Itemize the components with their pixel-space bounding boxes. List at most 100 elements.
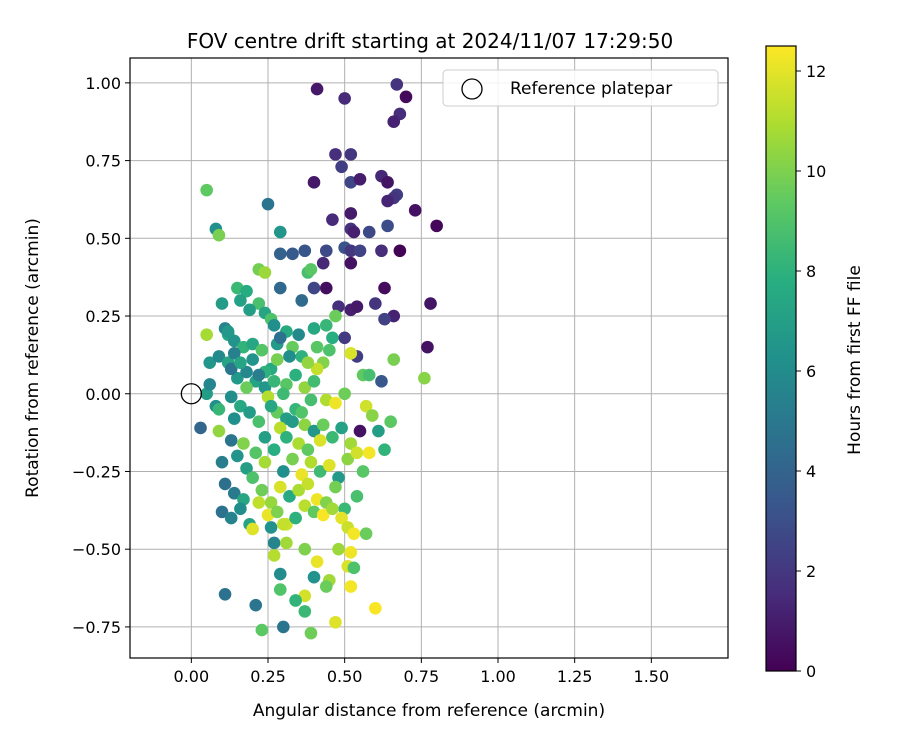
data-point <box>221 325 235 338</box>
data-point <box>298 542 312 556</box>
data-point <box>270 353 284 366</box>
data-point <box>316 508 330 522</box>
data-point <box>378 281 391 295</box>
data-point <box>289 368 302 382</box>
data-point <box>304 393 318 407</box>
data-point <box>298 605 312 618</box>
data-point <box>273 331 287 345</box>
data-point <box>295 406 309 419</box>
data-point <box>234 502 247 516</box>
data-point <box>289 511 302 525</box>
data-point <box>344 244 358 258</box>
data-point <box>212 228 226 242</box>
data-point <box>273 583 287 596</box>
data-point <box>273 567 287 581</box>
x-tick-label: 1.50 <box>634 667 670 686</box>
data-point <box>335 511 348 525</box>
data-point <box>329 615 342 629</box>
data-point <box>372 424 385 438</box>
y-axis-ticks: −0.75 −0.50 −0.25 0.00 0.25 0.50 0.75 1.00 <box>72 74 130 637</box>
data-point <box>194 421 207 435</box>
data-point <box>273 247 287 261</box>
data-point <box>384 415 397 429</box>
data-point <box>350 300 364 314</box>
data-point <box>252 415 266 429</box>
data-point <box>421 340 434 354</box>
data-point <box>307 424 321 438</box>
y-tick-label: −0.50 <box>72 540 121 559</box>
data-point <box>215 505 229 519</box>
data-point <box>319 244 333 258</box>
data-point <box>335 160 348 174</box>
colorbar-tick-label: 2 <box>806 562 816 581</box>
data-point <box>310 362 324 376</box>
data-point <box>301 443 315 457</box>
data-point <box>264 399 278 413</box>
data-point <box>319 319 333 332</box>
x-tick-label: 0.50 <box>327 667 363 686</box>
data-point <box>304 455 318 469</box>
data-point <box>252 368 266 382</box>
data-point <box>243 303 256 317</box>
data-point <box>316 418 330 432</box>
data-point <box>359 527 373 540</box>
data-point <box>243 406 256 419</box>
data-point <box>335 421 348 435</box>
data-point <box>356 465 370 478</box>
data-point <box>215 297 229 310</box>
data-point <box>365 409 379 422</box>
data-point <box>353 244 367 258</box>
data-point <box>329 480 342 494</box>
data-point <box>381 219 394 233</box>
data-point <box>298 381 312 394</box>
data-point <box>362 225 376 239</box>
data-point <box>307 176 321 189</box>
data-point <box>310 82 324 96</box>
data-point <box>249 598 263 612</box>
colorbar-tick-label: 12 <box>806 62 826 81</box>
data-point <box>246 353 259 366</box>
data-point <box>224 362 238 376</box>
data-point <box>270 505 284 519</box>
data-point <box>338 331 351 345</box>
data-point <box>344 148 358 161</box>
data-point <box>273 225 287 239</box>
data-point <box>249 446 263 460</box>
data-point <box>286 247 299 261</box>
data-point <box>234 399 247 413</box>
data-point <box>283 490 296 503</box>
reference-marker <box>180 383 202 405</box>
data-point <box>353 424 367 438</box>
data-point <box>399 90 413 104</box>
colorbar-tick-label: 10 <box>806 162 826 181</box>
data-point <box>295 294 309 307</box>
data-point <box>301 356 315 369</box>
data-point <box>424 297 437 310</box>
data-points <box>194 78 443 640</box>
data-point <box>338 387 351 401</box>
data-point <box>326 430 339 444</box>
data-point <box>273 421 287 435</box>
plot-frame <box>129 57 729 659</box>
data-point <box>292 437 305 450</box>
data-point <box>255 343 269 357</box>
y-tick-label: 0.75 <box>85 152 121 171</box>
data-point <box>408 204 422 217</box>
x-tick-label: 0.00 <box>174 667 210 686</box>
data-point <box>338 92 351 105</box>
data-point <box>277 387 290 401</box>
data-point <box>277 518 290 531</box>
data-point <box>267 536 281 550</box>
data-point <box>283 350 296 363</box>
data-point <box>200 328 213 341</box>
data-point <box>375 375 388 388</box>
data-point <box>323 343 336 357</box>
data-point <box>319 580 333 593</box>
chart-title: FOV centre drift starting at 2024/11/07 … <box>187 29 673 53</box>
data-point <box>418 371 431 385</box>
data-point <box>203 378 217 391</box>
data-point <box>359 399 373 413</box>
data-point <box>224 434 238 447</box>
colorbar-gradient <box>765 45 797 672</box>
